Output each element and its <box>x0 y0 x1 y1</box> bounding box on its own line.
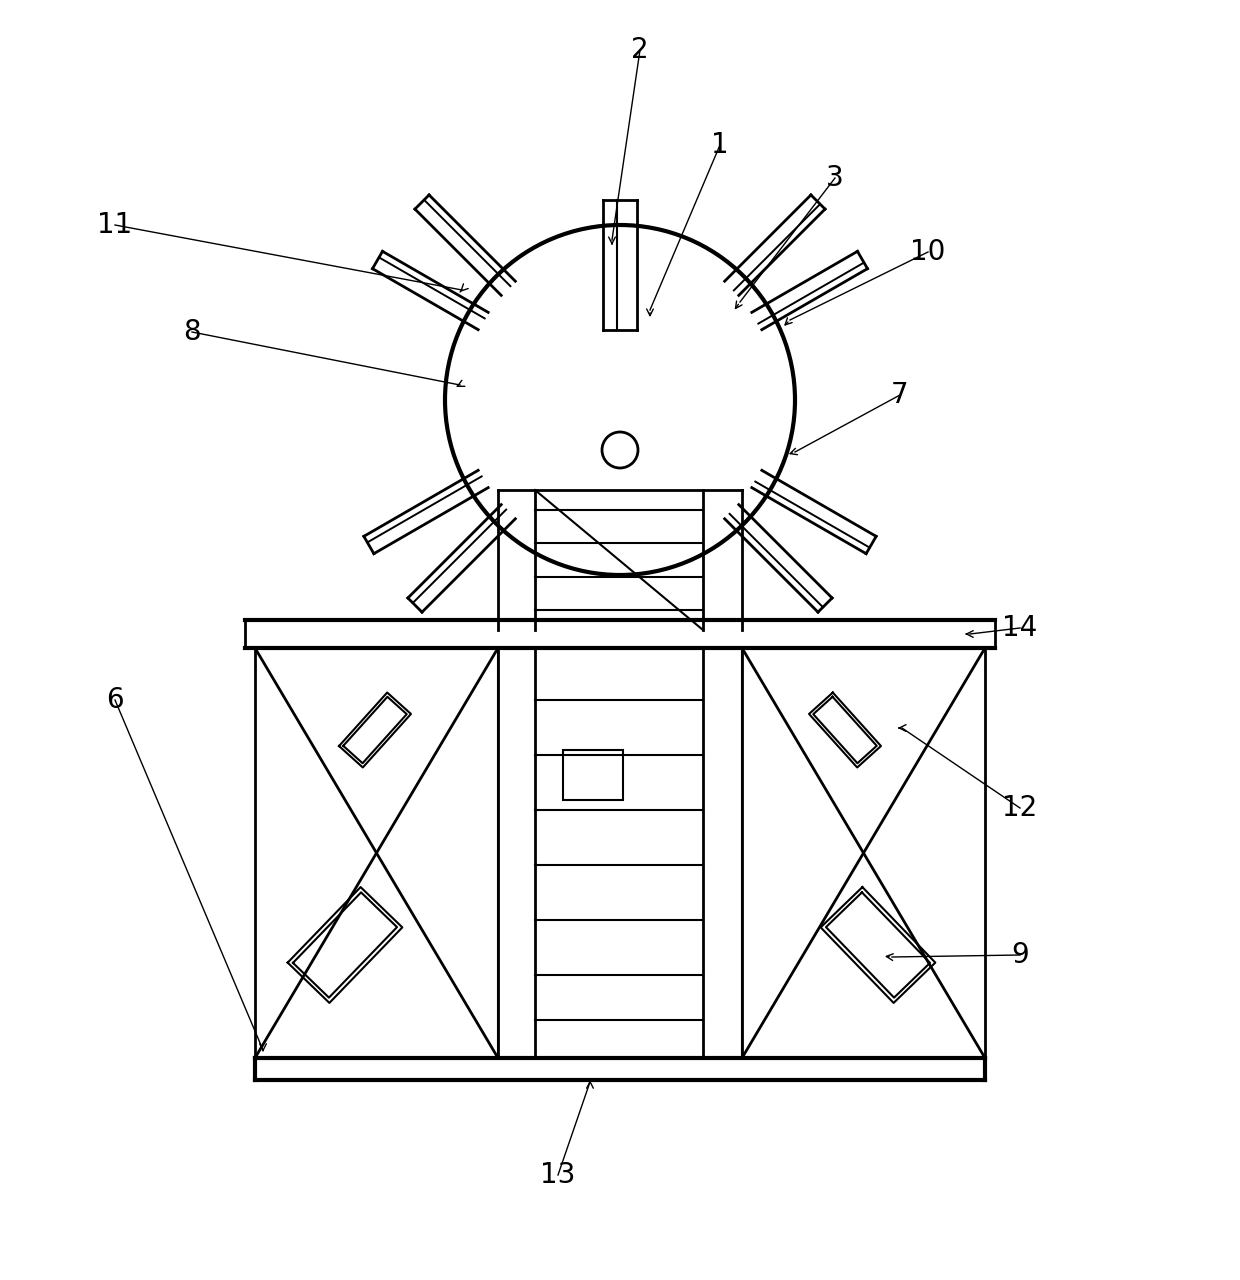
Text: 13: 13 <box>541 1161 575 1189</box>
Text: 12: 12 <box>1002 794 1038 822</box>
Bar <box>563 750 622 800</box>
Text: 2: 2 <box>631 36 649 64</box>
Text: 10: 10 <box>910 238 946 266</box>
Text: 6: 6 <box>107 686 124 714</box>
Text: 3: 3 <box>826 164 844 192</box>
Text: 7: 7 <box>892 381 909 410</box>
Text: 14: 14 <box>1002 614 1038 643</box>
Text: 11: 11 <box>98 211 133 239</box>
Text: 1: 1 <box>712 131 729 159</box>
Text: 8: 8 <box>184 317 201 346</box>
Text: 9: 9 <box>1011 941 1029 969</box>
